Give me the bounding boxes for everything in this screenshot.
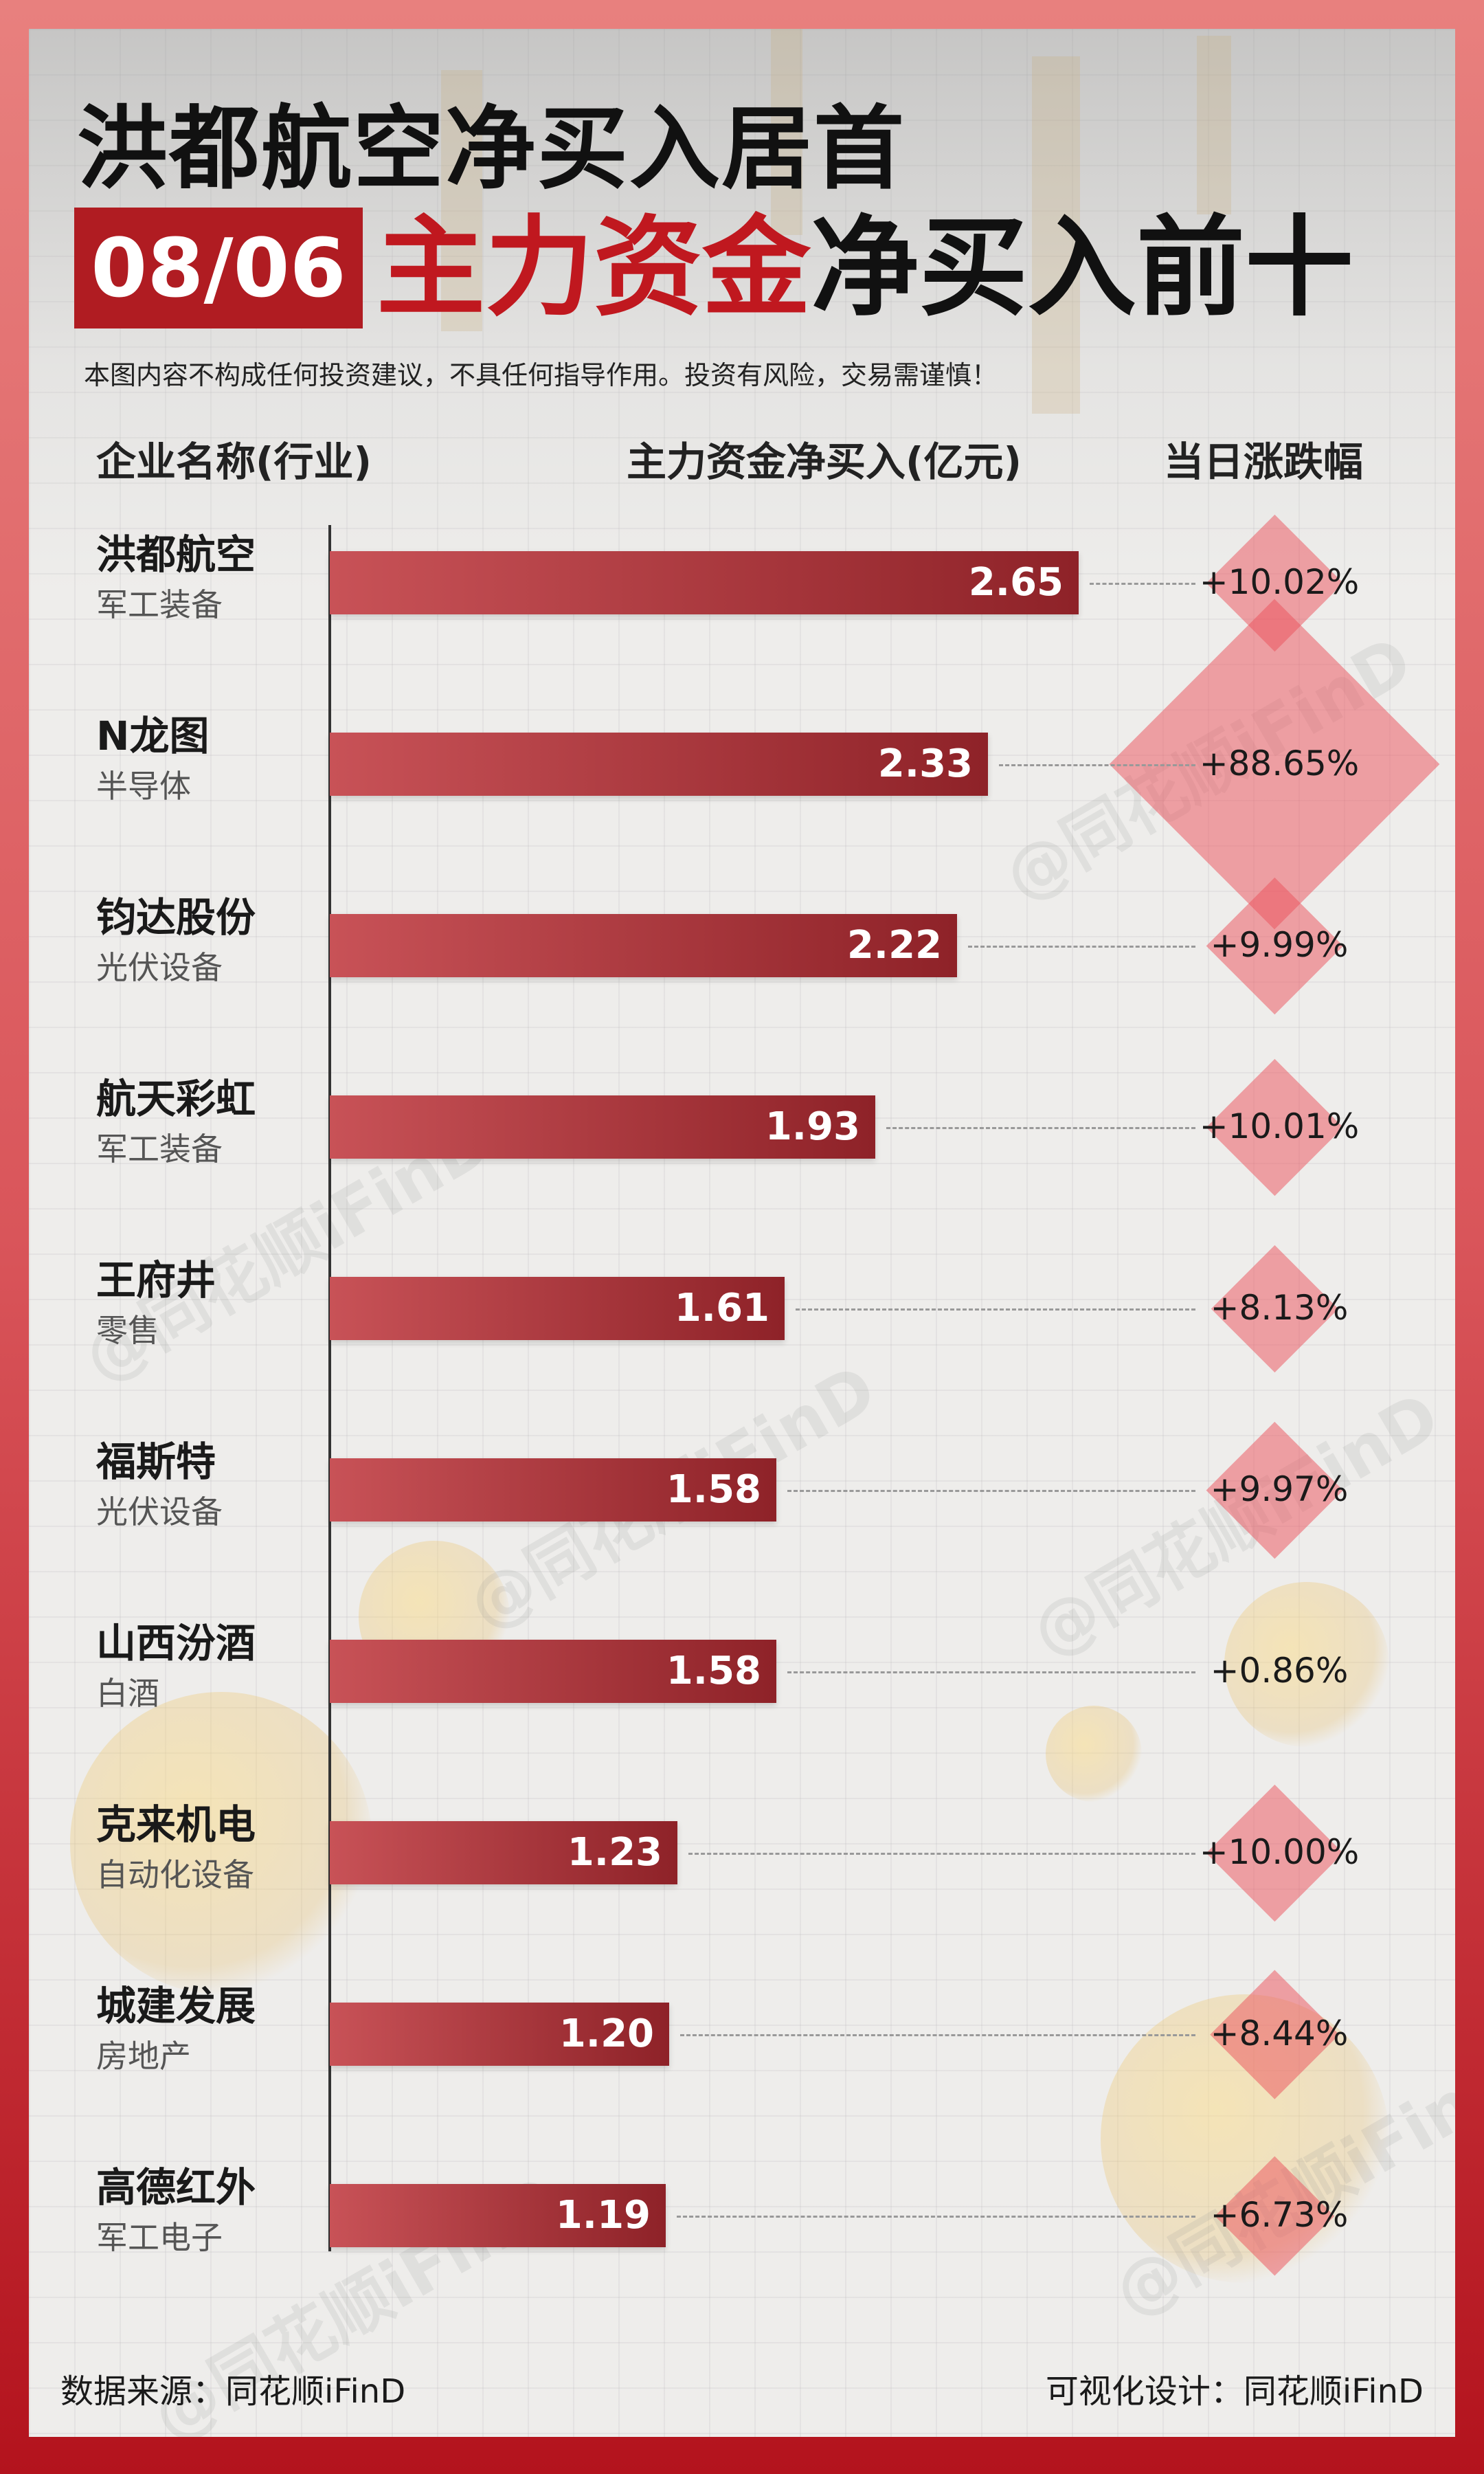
bar-value-label: 2.65 — [968, 560, 1064, 605]
inflow-bar: 2.22 — [330, 914, 957, 977]
header-inflow: 主力资金净买入(亿元) — [627, 438, 1022, 485]
industry-label: 光伏设备 — [96, 949, 223, 986]
background-candle — [1197, 36, 1231, 214]
industry-label: 军工装备 — [96, 1130, 223, 1168]
inflow-bar: 2.33 — [330, 733, 988, 796]
bar-row: 山西汾酒白酒 1.58 +0.86% — [0, 1611, 1484, 1792]
bar-value-label: 1.58 — [666, 1649, 761, 1693]
change-label: +9.99% — [1210, 925, 1349, 965]
bar-value-label: 1.58 — [666, 1467, 761, 1512]
bar-value-label: 1.93 — [765, 1104, 860, 1149]
company-name: 山西汾酒 — [96, 1620, 256, 1667]
inflow-bar: 1.58 — [330, 1458, 776, 1522]
dashed-connector — [968, 946, 1195, 948]
dashed-connector — [688, 1853, 1195, 1855]
dashed-connector — [999, 764, 1195, 766]
inflow-bar: 1.93 — [330, 1095, 875, 1159]
company-name: 航天彩虹 — [96, 1076, 256, 1122]
bar-row: 王府井零售 1.61 +8.13% — [0, 1245, 1484, 1429]
dashed-connector — [680, 2034, 1195, 2036]
bar-value-label: 2.22 — [846, 923, 942, 968]
company-name: 城建发展 — [96, 1983, 256, 2029]
bar-value-label: 1.19 — [555, 2193, 651, 2238]
industry-label: 自动化设备 — [96, 1856, 254, 1893]
dashed-connector — [796, 1308, 1195, 1311]
change-label: +8.44% — [1210, 2014, 1349, 2053]
y-axis-line — [328, 525, 331, 2251]
date-badge: 08/06 — [74, 208, 363, 328]
inflow-bar: 1.58 — [330, 1640, 776, 1703]
bar-row: 城建发展房地产 1.20 +8.44% — [0, 1970, 1484, 2155]
chart-panel: @同花顺iFinD @同花顺iFinD @同花顺iFinD @同花顺iFinD … — [29, 29, 1455, 2437]
company-name: 福斯特 — [96, 1438, 216, 1485]
inflow-bar: 1.23 — [330, 1821, 677, 1884]
industry-label: 半导体 — [96, 768, 191, 805]
bar-row: 福斯特光伏设备 1.58 +9.97% — [0, 1421, 1484, 1611]
chart-title-black: 净买入前十 — [811, 205, 1353, 331]
dashed-connector — [1090, 583, 1195, 585]
dashed-connector — [677, 2216, 1195, 2218]
background-candle — [441, 70, 482, 331]
company-name: N龙图 — [96, 713, 210, 759]
bar-value-label: 1.20 — [559, 2011, 654, 2056]
bar-row: 克来机电自动化设备 1.23 +10.00% — [0, 1784, 1484, 1974]
company-name: 洪都航空 — [96, 531, 256, 578]
change-label: +10.01% — [1199, 1106, 1360, 1146]
dashed-connector — [886, 1127, 1195, 1129]
industry-label: 光伏设备 — [96, 1493, 223, 1530]
bar-row: 钧达股份光伏设备 2.22 +9.99% — [0, 877, 1484, 1067]
background-coin — [70, 1692, 372, 1994]
bar-row: 洪都航空军工装备 2.65 +10.02% — [0, 514, 1484, 704]
inflow-bar: 1.20 — [330, 2003, 669, 2066]
change-label: +10.00% — [1199, 1832, 1360, 1872]
bar-row: N龙图半导体 2.33 +88.65% — [0, 599, 1484, 930]
inflow-bar: 2.65 — [330, 551, 1079, 614]
design-credit: 可视化设计：同花顺iFinD — [1045, 2372, 1424, 2411]
dashed-connector — [787, 1490, 1195, 1492]
change-label: +0.86% — [1210, 1651, 1349, 1691]
bar-value-label: 1.61 — [674, 1286, 769, 1330]
bar-row: 航天彩虹军工装备 1.93 +10.01% — [0, 1058, 1484, 1248]
header-company: 企业名称(行业) — [96, 438, 372, 485]
background-coin — [1046, 1706, 1142, 1802]
background-candle — [1032, 56, 1080, 414]
change-label: +10.02% — [1199, 562, 1360, 602]
industry-label: 白酒 — [96, 1675, 159, 1712]
bar-row: 高德红外军工电子 1.19 +6.73% — [0, 2155, 1484, 2337]
company-name: 钧达股份 — [96, 894, 256, 941]
industry-label: 军工装备 — [96, 586, 223, 623]
change-label: +88.65% — [1199, 744, 1360, 783]
inflow-bar: 1.19 — [330, 2184, 666, 2247]
industry-label: 零售 — [96, 1312, 159, 1349]
bar-value-label: 2.33 — [877, 742, 973, 786]
inflow-bar: 1.61 — [330, 1277, 785, 1340]
company-name: 高德红外 — [96, 2164, 256, 2211]
chart-title: 主力资金净买入前十 — [376, 205, 1353, 331]
background-coin — [1224, 1582, 1389, 1747]
bar-value-label: 1.23 — [567, 1830, 662, 1875]
dashed-connector — [787, 1671, 1195, 1673]
company-name: 克来机电 — [96, 1801, 256, 1848]
headline: 洪都航空净买入居首 — [77, 96, 906, 202]
disclaimer: 本图内容不构成任何投资建议，不具任何指导作用。投资有风险，交易需谨慎！ — [84, 360, 998, 390]
industry-label: 房地产 — [96, 2038, 191, 2075]
change-label: +8.13% — [1210, 1288, 1349, 1328]
industry-label: 军工电子 — [96, 2219, 223, 2256]
change-label: +6.73% — [1210, 2195, 1349, 2235]
chart-title-red: 主力资金 — [376, 205, 811, 331]
header-change: 当日涨跌幅 — [1164, 438, 1364, 485]
data-source: 数据来源：同花顺iFinD — [60, 2372, 406, 2411]
company-name: 王府井 — [96, 1257, 216, 1304]
background-candle — [771, 29, 802, 235]
change-label: +9.97% — [1210, 1469, 1349, 1509]
